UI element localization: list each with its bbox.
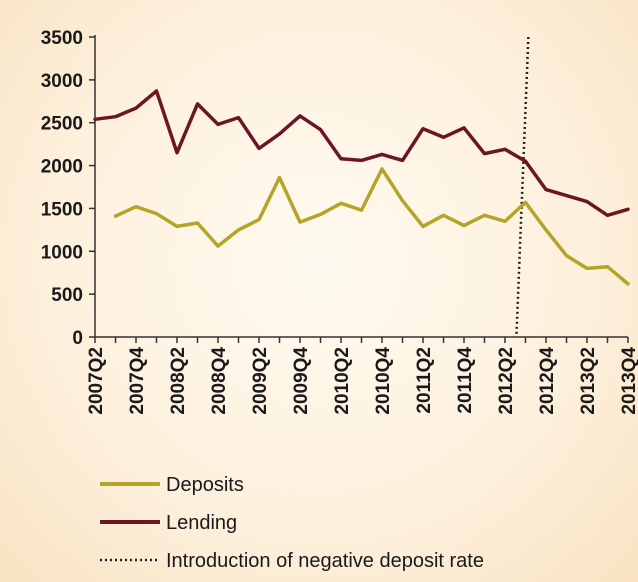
y-tick-label: 2500 bbox=[41, 114, 83, 135]
legend-label: Introduction of negative deposit rate bbox=[166, 550, 484, 572]
x-tick-label: 2008Q4 bbox=[209, 347, 230, 415]
x-tick-label: 2007Q4 bbox=[127, 347, 148, 415]
series-line-lending bbox=[93, 89, 630, 218]
x-tick-label: 2008Q2 bbox=[168, 347, 189, 415]
legend-label: Lending bbox=[166, 512, 237, 534]
x-tick-label: 2009Q4 bbox=[291, 347, 312, 415]
series-lines bbox=[93, 89, 630, 286]
y-tick-label: 3000 bbox=[41, 71, 83, 92]
y-tick-label: 3500 bbox=[41, 28, 83, 49]
y-tick-label: 1000 bbox=[41, 242, 83, 263]
axes bbox=[94, 35, 628, 338]
x-tick-label: 2012Q4 bbox=[537, 347, 558, 415]
x-tick-label: 2011Q2 bbox=[414, 347, 435, 414]
y-tick-label: 2000 bbox=[41, 157, 83, 178]
x-axis-ticks: 2007Q2 2007Q4 2008Q2 2008Q4 2009Q2 2009Q4 2010… bbox=[86, 337, 638, 415]
x-tick-label: 2007Q2 bbox=[86, 347, 107, 415]
x-tick-label: 2010Q2 bbox=[332, 347, 353, 415]
x-tick-label: 2011Q4 bbox=[455, 347, 476, 414]
y-tick-label: 1500 bbox=[41, 199, 83, 220]
y-tick-label: 500 bbox=[51, 285, 83, 306]
x-tick-label: 2013Q4 bbox=[619, 347, 638, 415]
y-axis-ticks: 0 500 1000 1500 2000 2500 3000 3500 bbox=[41, 28, 95, 349]
x-tick-label: 2013Q2 bbox=[578, 347, 599, 415]
x-tick-label: 2012Q2 bbox=[496, 347, 517, 415]
y-tick-label: 0 bbox=[72, 328, 83, 349]
legend-label: Deposits bbox=[166, 474, 244, 496]
negative-rate-marker bbox=[515, 36, 530, 338]
x-tick-label: 2010Q4 bbox=[373, 347, 394, 415]
x-tick-label: 2009Q2 bbox=[250, 347, 271, 415]
series-line-deposits bbox=[113, 167, 630, 286]
negative-rate-line bbox=[515, 36, 530, 338]
legend: Deposits Lending Introduction of negative … bbox=[100, 474, 484, 572]
